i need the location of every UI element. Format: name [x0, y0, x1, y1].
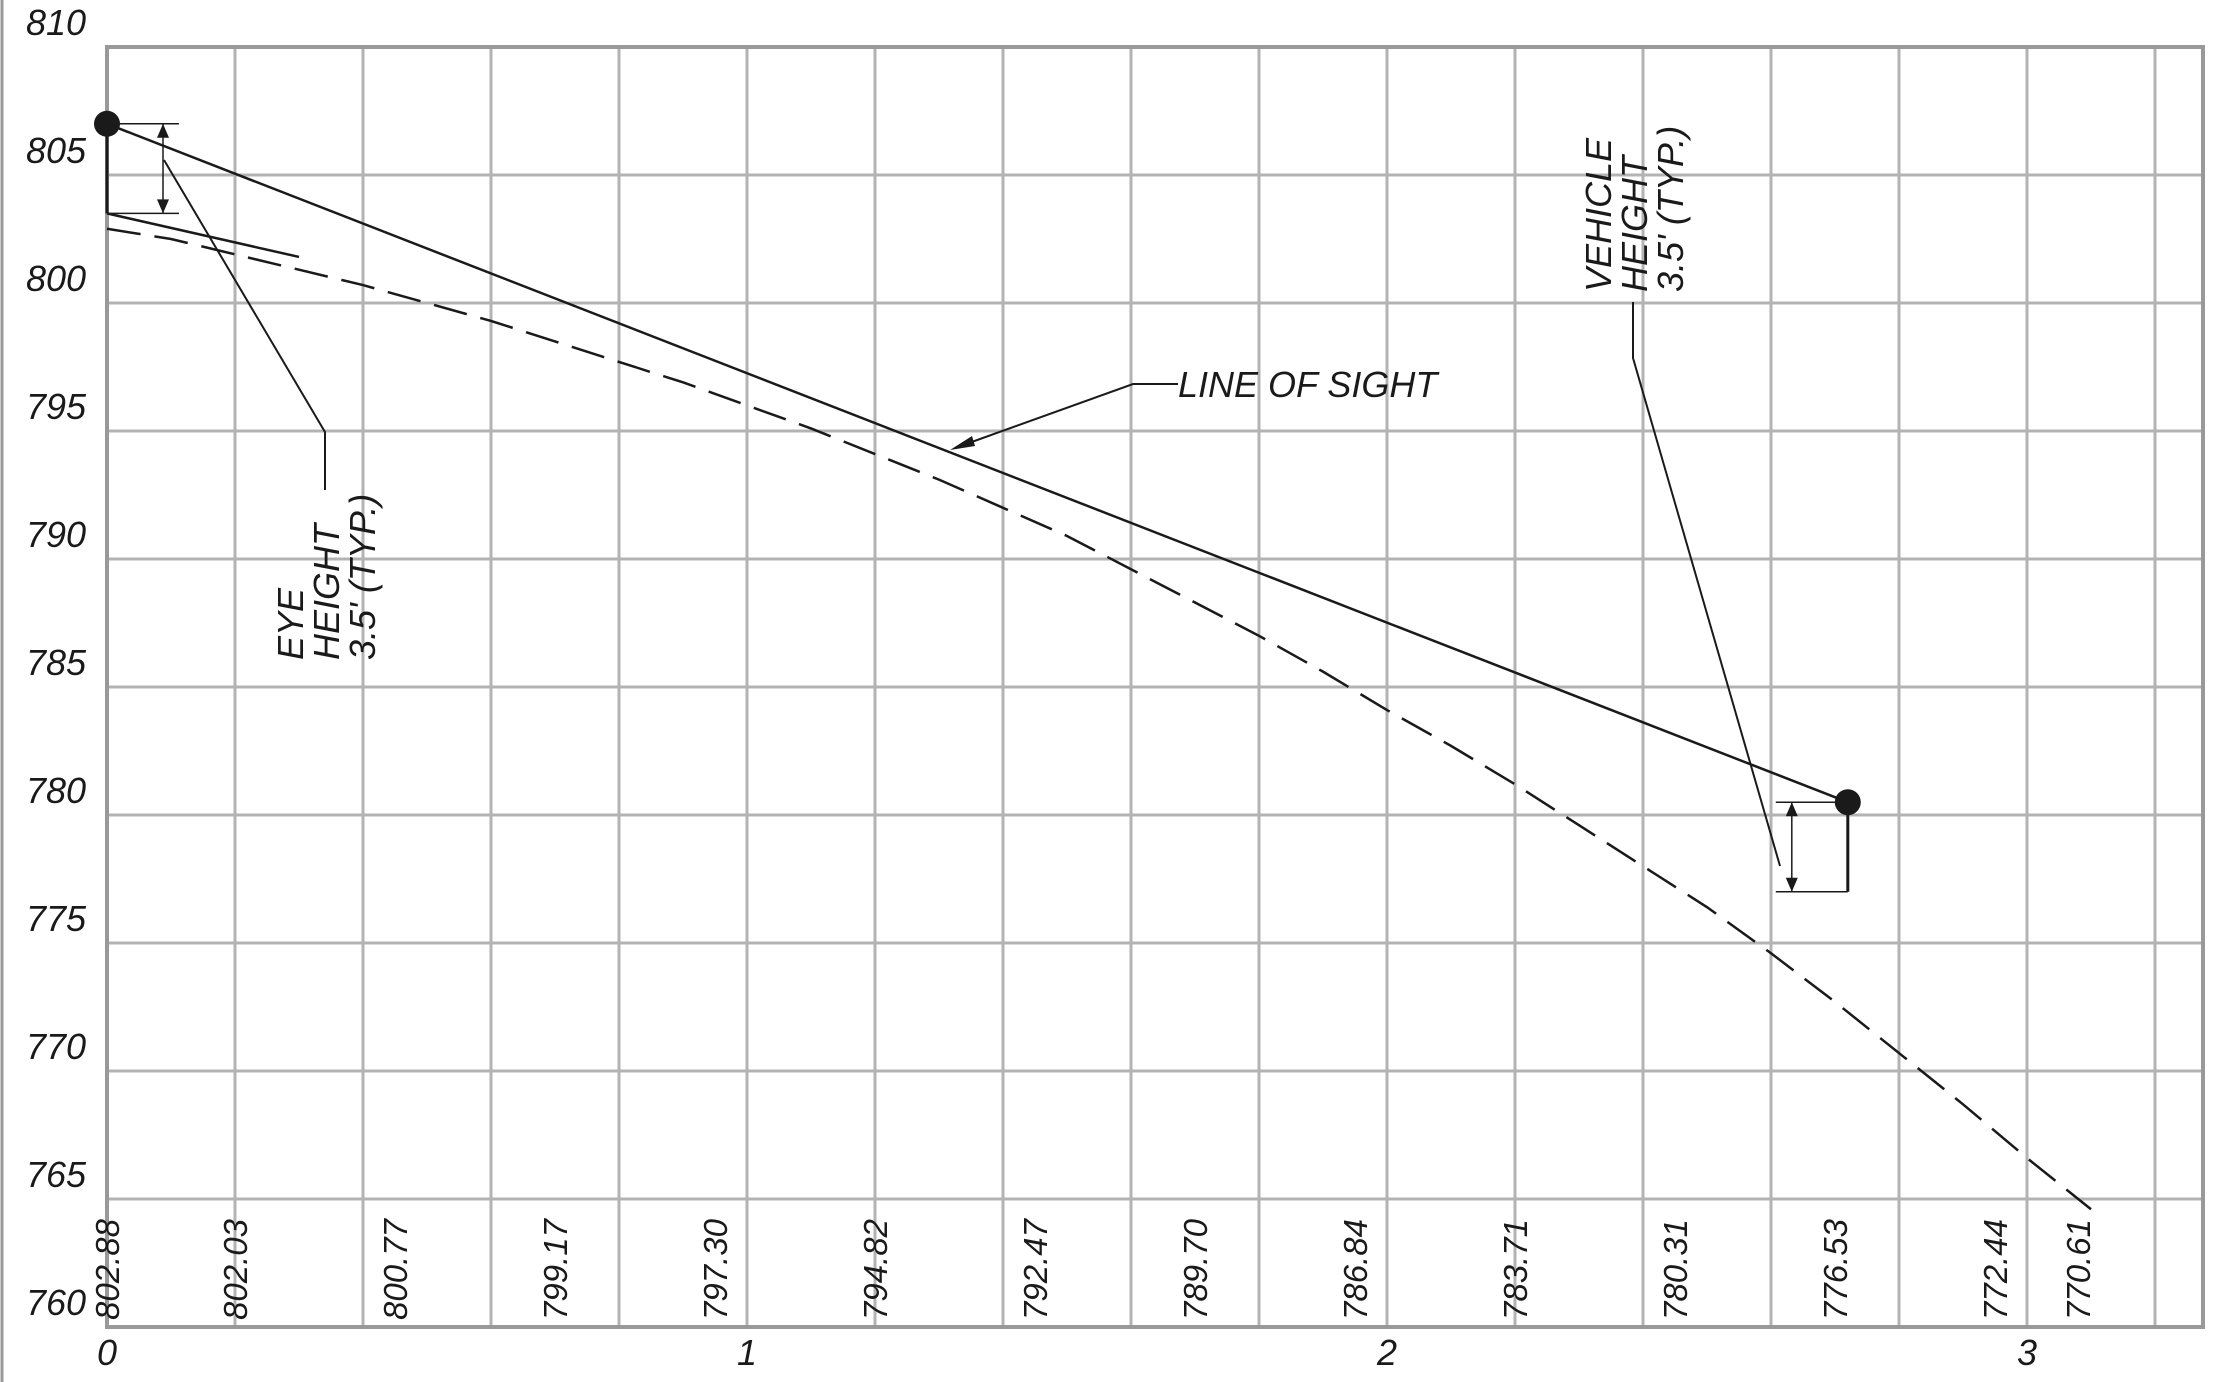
elevation-label: 770.61 [2060, 1219, 2097, 1320]
elevation-label: 800.77 [377, 1217, 414, 1320]
y-tick-label: 785 [26, 642, 87, 683]
elevation-label: 789.70 [1177, 1218, 1214, 1320]
y-tick-label: 760 [26, 1282, 86, 1323]
series-group [106, 122, 2092, 1211]
elevation-labels: 802.88 802.03 800.77 799.17 797.30 794.82 792.… [89, 1217, 2097, 1320]
elevation-label: 776.53 [1817, 1218, 1854, 1320]
vehicle-height-label-line1: VEHICLE [1578, 137, 1619, 292]
vehicle-height-leader [1632, 302, 1781, 867]
plot-frame [105, 45, 2205, 1329]
vehicle-height-arrow-top [1785, 802, 1798, 817]
elevation-label: 802.88 [89, 1218, 126, 1320]
dimension-group [105, 123, 1850, 893]
x-tick-labels: 0 1 2 3 [97, 1332, 2037, 1373]
y-tick-label: 790 [26, 514, 86, 555]
elevation-label: 786.84 [1337, 1219, 1374, 1320]
line-of-sight-line [106, 122, 1849, 804]
vehicle-point [1834, 789, 1861, 816]
y-tick-label: 795 [26, 386, 87, 427]
line-of-sight-arrowhead [950, 436, 975, 450]
vehicle-height-label-line3: 3.5' (TYP.) [1650, 126, 1691, 292]
y-tick-label: 800 [26, 258, 86, 299]
x-tick-label: 1 [737, 1332, 757, 1373]
x-tick-label: 2 [1376, 1332, 1397, 1373]
y-tick-label: 810 [26, 2, 86, 43]
x-tick-label: 3 [2017, 1332, 2037, 1373]
station-points [94, 110, 1861, 816]
y-tick-label: 770 [26, 1026, 86, 1067]
elevation-label: 799.17 [537, 1217, 574, 1320]
eye-height-arrow-bottom [157, 199, 169, 214]
y-tick-label: 765 [26, 1154, 87, 1195]
eye-height-arrow-top [157, 123, 169, 138]
x-tick-label: 0 [97, 1332, 117, 1373]
y-tick-label: 780 [26, 770, 86, 811]
vehicle-height-label-line2: HEIGHT [1614, 153, 1655, 292]
elevation-label: 794.82 [857, 1219, 894, 1320]
eye-sight-stub [106, 212, 300, 259]
elevation-label: 772.44 [1977, 1219, 2014, 1320]
vehicle-height-arrow-bottom [1785, 877, 1798, 892]
elevation-label: 780.31 [1657, 1219, 1694, 1320]
ground-profile-line [106, 227, 2092, 1211]
line-of-sight-leader [954, 383, 1178, 449]
y-tick-labels: 760 765 770 775 780 785 790 795 800 805 810 [26, 2, 87, 1323]
elevation-label: 783.71 [1497, 1219, 1534, 1320]
y-tick-label: 805 [26, 130, 87, 171]
elevation-label: 792.47 [1017, 1217, 1054, 1320]
elevation-label: 797.30 [697, 1218, 734, 1320]
eye-point [94, 110, 120, 137]
line-of-sight-callout: LINE OF SIGHT [950, 364, 1440, 450]
vehicle-height-callout: VEHICLE HEIGHT 3.5' (TYP.) [1578, 126, 1781, 867]
eye-height-label-line3: 3.5' (TYP.) [342, 494, 383, 660]
eye-height-label-line1: EYE [270, 587, 311, 660]
line-of-sight-label: LINE OF SIGHT [1178, 364, 1440, 405]
eye-height-callout: EYE HEIGHT 3.5' (TYP.) [163, 159, 383, 660]
elevation-label: 802.03 [217, 1218, 254, 1320]
eye-height-leader [163, 159, 326, 490]
y-tick-label: 775 [26, 898, 87, 939]
grid-lines [107, 45, 2203, 1329]
eye-height-label-line2: HEIGHT [306, 521, 347, 660]
